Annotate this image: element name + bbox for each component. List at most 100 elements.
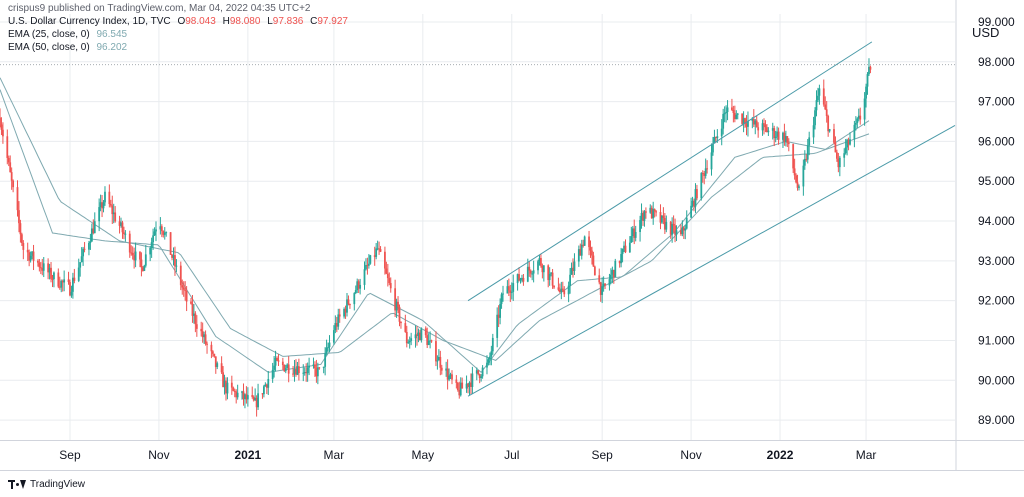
candle-body bbox=[572, 267, 574, 271]
candle-body bbox=[108, 191, 111, 205]
candle-body bbox=[26, 249, 29, 253]
candle-body bbox=[359, 284, 362, 289]
candle-body bbox=[805, 158, 808, 160]
candle-body bbox=[214, 356, 217, 367]
y-tick-label: 90.000 bbox=[978, 373, 1015, 387]
candle-body bbox=[141, 267, 144, 271]
candle-body bbox=[306, 367, 309, 374]
candle-body bbox=[803, 158, 806, 166]
candle-body bbox=[856, 118, 859, 123]
candle-body bbox=[225, 380, 227, 394]
candle-body bbox=[672, 223, 675, 226]
channel-line-upper bbox=[467, 41, 873, 302]
low-label: L bbox=[267, 16, 273, 27]
candle-body bbox=[445, 368, 448, 371]
candle-body bbox=[343, 308, 345, 317]
candle-body bbox=[404, 323, 407, 332]
candle-body bbox=[634, 232, 637, 238]
candle-body bbox=[133, 255, 136, 261]
candle-body bbox=[465, 383, 468, 389]
candle-body bbox=[868, 66, 870, 75]
x-axis: Sep Nov 2021 Mar May Jul Sep Nov 2022 Mar bbox=[59, 448, 876, 462]
candle-body bbox=[796, 182, 799, 188]
candle-body bbox=[82, 248, 85, 257]
candle-body bbox=[271, 369, 274, 380]
candle-body bbox=[314, 364, 316, 369]
candle-body bbox=[767, 130, 770, 133]
candle-body bbox=[61, 280, 64, 283]
candle-body bbox=[53, 272, 55, 280]
candle-body bbox=[32, 251, 35, 261]
candle-body bbox=[531, 273, 534, 275]
candle-body bbox=[410, 338, 413, 341]
legend-ema25-row: EMA (25, close, 0) 96.545 bbox=[8, 29, 127, 41]
candle-body bbox=[233, 390, 236, 392]
candle-body bbox=[230, 382, 233, 388]
candle-body bbox=[593, 266, 596, 276]
candle-body bbox=[621, 248, 624, 255]
candle-body bbox=[312, 364, 315, 366]
candle-body bbox=[602, 283, 605, 287]
candle-body bbox=[659, 211, 662, 223]
candle-body bbox=[16, 187, 19, 211]
candle-body bbox=[459, 382, 462, 396]
candle-body bbox=[458, 389, 461, 396]
candle-body bbox=[179, 265, 182, 286]
y-tick-label: 89.000 bbox=[978, 413, 1015, 427]
candle-body bbox=[163, 232, 166, 235]
candle-body bbox=[102, 202, 105, 209]
candle-body bbox=[512, 283, 515, 292]
candle-body bbox=[426, 335, 429, 345]
candle-body bbox=[19, 223, 22, 235]
candle-body bbox=[99, 202, 102, 208]
candle-body bbox=[490, 351, 493, 357]
candle-body bbox=[419, 332, 421, 341]
candle-body bbox=[194, 313, 197, 325]
candle-body bbox=[486, 362, 488, 368]
y-tick-label: 93.000 bbox=[978, 254, 1015, 268]
candle-body bbox=[837, 158, 840, 168]
candle-body bbox=[560, 288, 563, 292]
candle-body bbox=[787, 142, 790, 145]
candle-body bbox=[328, 342, 331, 348]
x-tick-label: May bbox=[411, 448, 434, 462]
x-tick-label: Nov bbox=[148, 448, 169, 462]
candle-body bbox=[631, 228, 634, 237]
candle-body bbox=[436, 360, 439, 362]
candle-body bbox=[365, 265, 367, 270]
candle-body bbox=[131, 252, 134, 256]
candle-body bbox=[722, 113, 725, 129]
candle-body bbox=[857, 115, 860, 119]
candle-body bbox=[295, 369, 297, 375]
candle-body bbox=[437, 356, 440, 361]
candle-body bbox=[733, 113, 736, 120]
candle-body bbox=[109, 204, 112, 206]
candle-body bbox=[854, 122, 857, 125]
candle-body bbox=[375, 248, 378, 257]
candle-body bbox=[865, 86, 867, 99]
candle-body bbox=[869, 66, 872, 70]
candle-body bbox=[690, 205, 692, 218]
candle-body bbox=[742, 118, 745, 124]
candle-body bbox=[354, 290, 357, 294]
candle-body bbox=[682, 227, 685, 231]
candle-body bbox=[353, 293, 356, 305]
candle-body bbox=[143, 265, 146, 271]
candle-body bbox=[573, 261, 576, 271]
candle-body bbox=[579, 249, 582, 256]
candle-body bbox=[818, 88, 821, 96]
candle-body bbox=[112, 212, 115, 215]
candle-body bbox=[293, 369, 296, 374]
candle-body bbox=[101, 202, 103, 209]
candle-body bbox=[766, 127, 768, 133]
candle-body bbox=[480, 376, 483, 379]
x-tick-label: Sep bbox=[59, 448, 81, 462]
candle-body bbox=[488, 356, 491, 360]
candle-body bbox=[235, 391, 238, 398]
candle-body bbox=[844, 147, 847, 154]
candle-body bbox=[124, 233, 127, 235]
candle-body bbox=[439, 356, 442, 368]
candle-body bbox=[456, 382, 459, 390]
candle-body bbox=[195, 324, 198, 329]
